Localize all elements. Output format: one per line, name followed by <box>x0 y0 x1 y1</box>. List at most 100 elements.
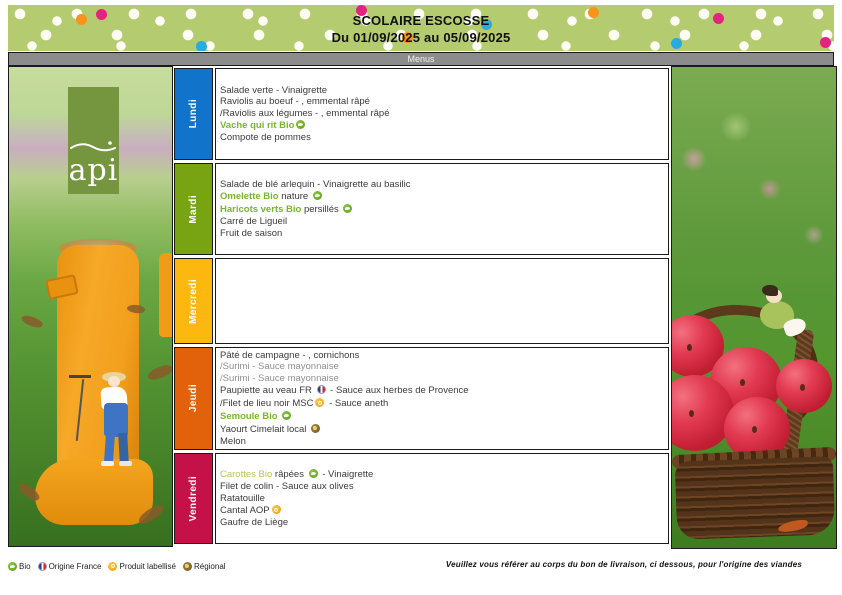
menu-line: Carré de Ligueil <box>220 216 668 228</box>
dot-pink <box>96 9 107 20</box>
menu-content-mardi: Salade de blé arlequin - Vinaigrette au … <box>215 163 669 255</box>
label-icon <box>108 561 118 571</box>
regional-icon <box>311 424 321 433</box>
menu-line: Semoule Bio <box>220 410 668 423</box>
menu-content-lundi: Salade verte - Vinaigrette Raviolis au bo… <box>215 68 669 160</box>
api-wave-icon <box>70 141 116 152</box>
menu-line: /Filet de lieu noir MSC - Sauce aneth <box>220 397 668 410</box>
menu-item-text: - Vinaigrette <box>319 469 374 481</box>
menu-line: Ratatouille <box>220 493 668 505</box>
menu-item-text: Gaufre de Liège <box>220 517 289 529</box>
menu-item-text: Carottes Bio <box>220 469 273 481</box>
menu-item-text: Haricots verts Bio <box>220 204 302 216</box>
menu-line: Salade de blé arlequin - Vinaigrette au … <box>220 179 668 191</box>
menu-line: /Surimi - Sauce mayonnaise <box>220 361 668 373</box>
menu-line: Gaufre de Liège <box>220 517 668 529</box>
menu-row-lundi: Lundi Salade verte - Vinaigrette Raviolis … <box>173 68 671 160</box>
menu-line: Filet de colin - Sauce aux olives <box>220 481 668 493</box>
menu-line: Vache qui rit Bio <box>220 119 668 132</box>
page-title: SCOLAIRE ESCOSSE <box>352 13 490 28</box>
legend-item: Origine France <box>37 561 102 571</box>
legend-item: Bio <box>8 561 31 571</box>
menu-item-text: Salade verte - Vinaigrette <box>220 84 328 96</box>
regional-icon <box>182 561 192 571</box>
bio-icon <box>8 561 17 571</box>
girl-head <box>108 376 120 387</box>
menu-item-text: Omelette Bio <box>220 191 279 203</box>
girl-shoe <box>119 461 132 466</box>
menu-table: Lundi Salade verte - Vinaigrette Raviolis … <box>173 66 671 545</box>
apple <box>776 359 832 413</box>
menu-item-text: Compote de pommes <box>220 132 311 143</box>
dot-pink <box>820 37 831 48</box>
menu-item-text: - Sauce aux herbes de Provence <box>327 385 469 396</box>
menus-header-bar: Menus <box>8 52 834 66</box>
menu-item-text: /Surimi - Sauce mayonnaise <box>220 361 339 372</box>
menu-row-vendredi: Vendredi Carottes Bio râpées - Vinaigrett… <box>173 453 671 544</box>
day-label-text: Vendredi <box>188 475 199 522</box>
day-label-text: Jeudi <box>188 384 199 413</box>
api-logo: api <box>68 87 119 194</box>
menu-line: /Raviolis aux légumes - , emmental râpé <box>220 108 668 120</box>
menu-item-text: persillés <box>301 204 342 216</box>
menu-item-text: /Filet de lieu noir MSC <box>220 398 314 409</box>
cartoon-kid-hair <box>762 285 778 296</box>
menu-content-jeudi: Pâté de campagne - , cornichons/Surimi -… <box>215 347 669 450</box>
menu-line: Raviolis au boeuf - , emmental râpé <box>220 96 668 108</box>
bio-icon <box>296 120 306 129</box>
dot-pink <box>713 13 724 24</box>
menu-line: Haricots verts Bio persillés <box>220 203 668 216</box>
menu-item-text: nature <box>278 191 311 203</box>
day-label-text: Lundi <box>188 99 199 129</box>
day-label-vendredi: Vendredi <box>174 453 213 544</box>
legend-item: Produit labellisé <box>108 561 176 571</box>
api-logo-text: api <box>68 153 119 188</box>
menu-line: Paupiette au veau FR - Sauce aux herbes … <box>220 384 668 397</box>
day-label-jeudi: Jeudi <box>174 347 213 450</box>
menu-row-mardi: Mardi Salade de blé arlequin - Vinaigrett… <box>173 163 671 255</box>
dot-blue <box>481 19 492 30</box>
day-label-text: Mercredi <box>188 278 199 324</box>
dot-orange <box>588 7 599 18</box>
bio-icon <box>343 204 353 214</box>
menu-item-text: Salade de blé arlequin - Vinaigrette au … <box>220 178 411 190</box>
label-icon <box>271 505 281 515</box>
leaf <box>20 312 44 331</box>
fr-icon <box>316 385 326 394</box>
dot-orange <box>76 14 87 25</box>
legend-item: Régional <box>182 561 226 571</box>
girl-leg <box>118 432 129 464</box>
date-range: Du 01/09/2025 au 05/09/2025 <box>331 30 511 45</box>
leaf <box>145 363 172 382</box>
menu-item-text: Filet de colin - Sauce aux olives <box>220 481 354 493</box>
menu-item-text: - Sauce aneth <box>326 398 389 409</box>
header-band: SCOLAIRE ESCOSSE Du 01/09/2025 au 05/09/… <box>8 5 834 51</box>
menu-content-mercredi <box>215 258 669 344</box>
menu-line: Carottes Bio râpées - Vinaigrette <box>220 468 668 481</box>
menu-line: Compote de pommes <box>220 132 668 144</box>
bio-icon <box>282 411 292 420</box>
menu-row-jeudi: Jeudi Pâté de campagne - , cornichons/Sur… <box>173 347 671 450</box>
menu-line: Yaourt Cimelait local <box>220 423 668 436</box>
legend-label: Produit labellisé <box>119 561 176 571</box>
menu-line: Salade verte - Vinaigrette <box>220 85 668 97</box>
menu-item-text: Ratatouille <box>220 492 265 504</box>
dot-blue <box>196 41 207 51</box>
legend-label: Origine France <box>48 561 102 571</box>
menu-line: Omelette Bio nature <box>220 190 668 203</box>
menu-item-text: Paupiette au veau FR <box>220 385 315 396</box>
menu-item-text: /Raviolis aux légumes - , emmental râpé <box>220 107 390 119</box>
menu-item-text: Fruit de saison <box>220 227 283 239</box>
menu-item-text: Semoule Bio <box>220 411 281 422</box>
day-label-text: Mardi <box>188 194 199 224</box>
dot-blue <box>671 38 682 49</box>
menu-item-text: Pâté de campagne - , cornichons <box>220 349 360 361</box>
menu-line: Cantal AOP <box>220 504 668 517</box>
menu-item-text: Cantal AOP <box>220 505 270 517</box>
menu-item-text: Raviolis au boeuf - , emmental râpé <box>220 96 370 107</box>
menu-item-text: râpées <box>272 469 307 481</box>
rake-head-icon <box>69 375 91 378</box>
wicker-basket <box>674 456 836 540</box>
right-photo-apples <box>671 66 837 549</box>
day-label-mardi: Mardi <box>174 163 213 255</box>
